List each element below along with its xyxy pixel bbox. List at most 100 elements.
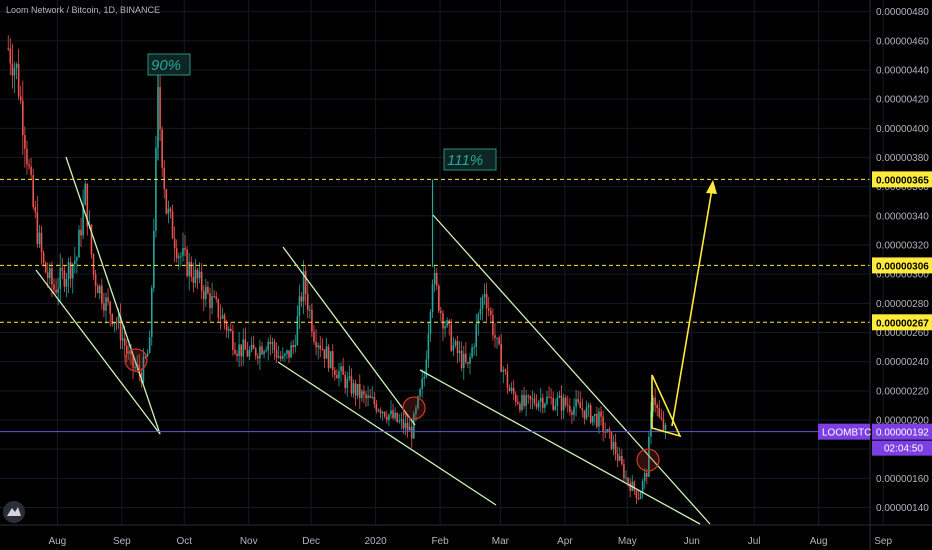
candle-body (44, 262, 47, 273)
x-tick-label: Jul (748, 536, 761, 547)
candle-body (467, 362, 469, 364)
price-labels: 0.00000365 0.00000306 0.00000267 LOOMBTC 0.0… (818, 171, 932, 456)
candle-body (161, 129, 163, 168)
candle-body (178, 256, 180, 259)
candle-body (215, 296, 218, 300)
candle-body (51, 268, 53, 285)
candle-body (246, 349, 249, 357)
candle-body (658, 407, 661, 418)
level-price-label (872, 171, 932, 188)
candle-body (452, 345, 455, 351)
candle-body (641, 480, 644, 493)
y-tick-label: 0.00000400 (876, 124, 929, 135)
candle-body (566, 405, 569, 407)
candle-body (107, 297, 109, 302)
candle-body (59, 267, 62, 289)
candle-body (288, 350, 290, 358)
candle-body (643, 472, 646, 481)
x-tick-label: 2020 (364, 536, 387, 547)
candle-body (13, 67, 16, 76)
highlight-circle (124, 348, 148, 372)
candle-body (103, 303, 105, 311)
candle-body (242, 339, 245, 357)
candle-body (521, 394, 523, 411)
candle-body (438, 285, 440, 311)
level-price-label (872, 314, 932, 331)
candle-body (369, 395, 371, 398)
candle-body (267, 341, 270, 351)
candle-body (132, 354, 134, 368)
candle-body (36, 212, 39, 244)
candle-body (167, 208, 170, 214)
candle-body (180, 255, 182, 257)
candle-body (504, 369, 507, 372)
candle-body (456, 341, 459, 354)
candle-body (433, 272, 436, 285)
x-tick-label: Apr (557, 536, 573, 547)
candle-body (317, 345, 319, 348)
candle-body (402, 419, 405, 429)
x-tick-label: Sep (874, 536, 892, 547)
candle-body (425, 359, 428, 377)
candle-body (67, 262, 70, 279)
candle-body (462, 353, 465, 369)
candle-body (182, 248, 184, 256)
candle-body (334, 370, 336, 376)
candle-body (363, 391, 365, 395)
candle-body (525, 395, 527, 406)
time-axis[interactable]: Aug Sep Oct Nov Dec 2020 Feb Mar Apr May Jun Jul Aug… (0, 524, 932, 547)
candle-body (406, 422, 409, 431)
candle-body (19, 96, 22, 101)
candle-body (542, 397, 544, 408)
candle-body (485, 294, 488, 309)
candle-body (225, 322, 228, 331)
y-tick-label: 0.00000360 (876, 182, 929, 193)
candle-body (662, 419, 665, 430)
candle-body (625, 477, 627, 479)
y-tick-label: 0.00000280 (876, 299, 929, 310)
candle-body (367, 395, 369, 399)
candle-body (336, 375, 338, 379)
y-tick-label: 0.00000300 (876, 270, 929, 281)
candle-body (74, 260, 76, 265)
candle-body (539, 397, 542, 402)
candle-body (633, 481, 636, 491)
candle-body (483, 294, 486, 298)
y-tick-label: 0.00000440 (876, 66, 929, 77)
candle-body (579, 402, 582, 409)
candle-body (573, 406, 575, 415)
x-tick-label: May (618, 536, 637, 547)
y-tick-label: 0.00000200 (876, 416, 929, 427)
triangle-pattern (651, 374, 682, 438)
candle-body (346, 378, 349, 389)
candle-body (119, 315, 122, 341)
y-tick-label: 0.00000220 (876, 386, 929, 397)
annotation-box (147, 53, 191, 76)
annotation-label: 90% (151, 57, 181, 74)
tradingview-logo-icon[interactable] (3, 501, 25, 523)
candle-body (186, 249, 188, 276)
candle-body (469, 357, 471, 364)
candle-body (325, 346, 328, 359)
candle-body (146, 353, 149, 357)
candle-body (481, 297, 484, 309)
candle-body (517, 402, 519, 404)
candle-body (250, 344, 253, 351)
y-tick-label: 0.00000340 (876, 211, 929, 222)
candle-body (610, 431, 613, 449)
y-tick-label: 0.00000420 (876, 95, 929, 106)
price-axis[interactable]: 0.000001400.000001600.000001800.00000200… (869, 0, 929, 550)
candle-body (394, 412, 396, 419)
candle-body (198, 271, 201, 279)
candle-body (217, 299, 220, 318)
candle-body (514, 394, 517, 403)
trendline (35, 269, 161, 435)
candle-body (371, 396, 374, 398)
x-tick-label: Oct (176, 536, 192, 547)
candle-body (261, 346, 263, 355)
candle-body (115, 322, 118, 324)
candle-body (492, 315, 494, 336)
candle-body (315, 341, 317, 348)
candle-body (248, 350, 251, 357)
